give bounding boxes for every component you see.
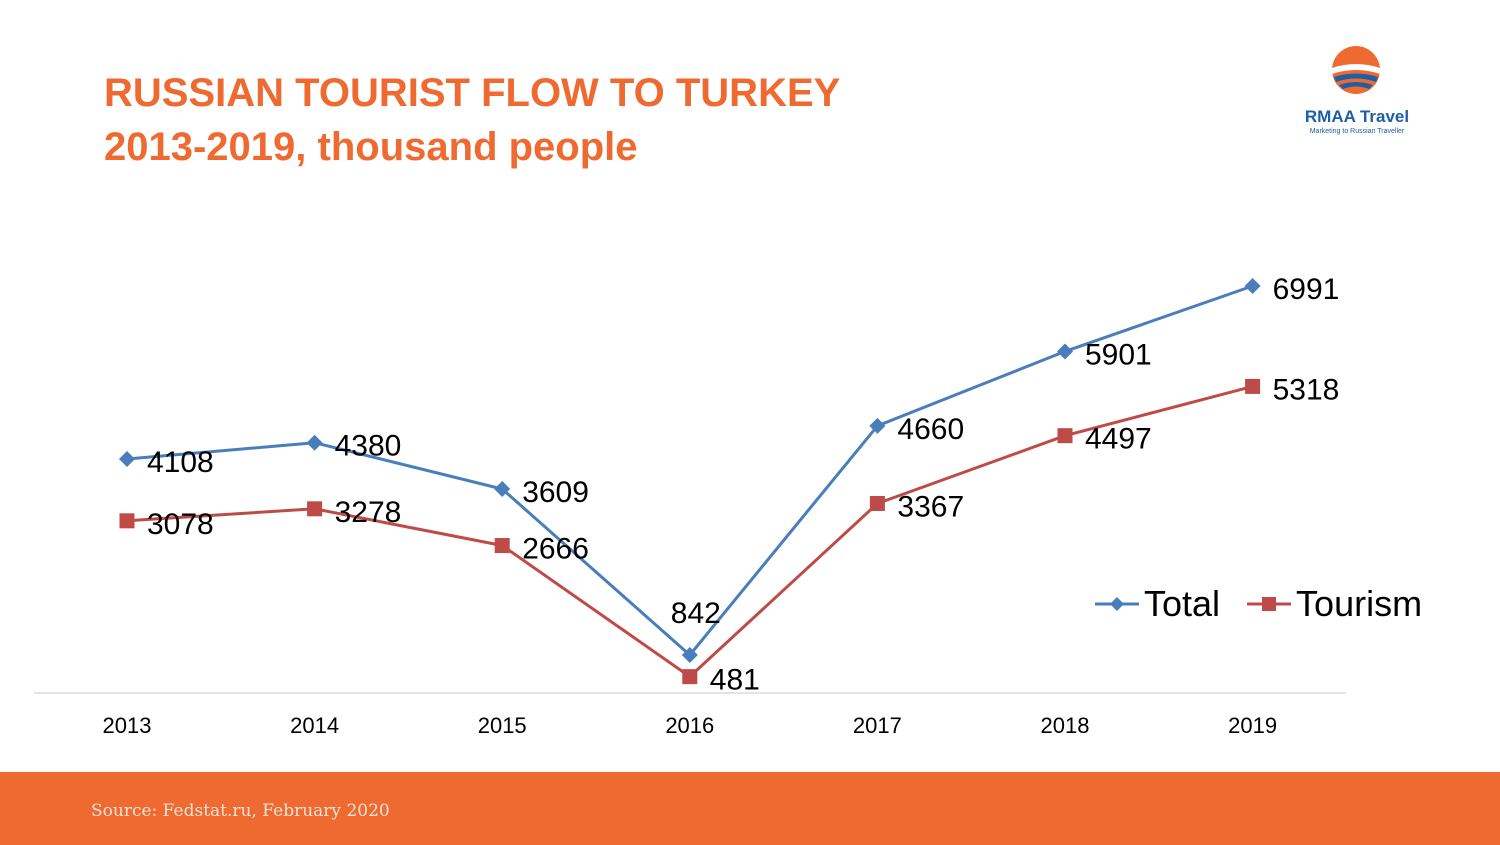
data-label-total-2015: 3609 <box>522 476 589 509</box>
data-label-tourism-2016: 481 <box>710 664 760 697</box>
legend-label-total: Total <box>1144 583 1221 624</box>
logo-name: RMAA Travel <box>1304 107 1410 126</box>
title-line-1: RUSSIAN TOURIST FLOW TO TURKEY <box>104 71 841 115</box>
chart-legend: Total Tourism <box>1094 582 1422 626</box>
data-label-total-2018: 5901 <box>1085 338 1152 371</box>
data-point-total-2018 <box>1057 343 1073 360</box>
source-note: Source: Fedstat.ru, February 2020 <box>91 801 390 821</box>
data-label-total-2019: 6991 <box>1273 273 1340 306</box>
logo-tagline: Marketing to Russian Traveller <box>1309 128 1405 135</box>
data-point-tourism-2014 <box>307 501 323 517</box>
data-point-tourism-2013 <box>119 513 135 529</box>
data-label-tourism-2018: 4497 <box>1085 423 1152 456</box>
data-point-total-2014 <box>306 434 323 451</box>
data-point-tourism-2016 <box>682 669 698 685</box>
title-line-2: 2013-2019, thousand people <box>104 125 638 169</box>
data-point-total-2015 <box>494 480 511 497</box>
diamond-marker-icon <box>1095 597 1139 611</box>
square-marker-icon <box>1247 597 1292 611</box>
data-point-tourism-2018 <box>1057 428 1073 444</box>
legend-item-total: Total <box>1094 583 1220 625</box>
data-point-tourism-2017 <box>869 495 885 511</box>
data-label-tourism-2014: 3278 <box>335 496 402 529</box>
x-tick-label-2016: 2016 <box>665 713 714 738</box>
data-label-total-2013: 4108 <box>147 446 214 479</box>
data-label-tourism-2017: 3367 <box>897 490 964 523</box>
series-line-tourism <box>126 384 1253 679</box>
footer-bar: Source: Fedstat.ru, February 2020 <box>0 772 1500 845</box>
data-label-total-2017: 4660 <box>897 413 964 446</box>
data-point-total-2019 <box>1244 278 1261 295</box>
data-point-tourism-2015 <box>494 538 510 554</box>
series-layer <box>119 278 1261 685</box>
company-logo: RMAA Travel Marketing to Russian Travell… <box>1292 44 1422 139</box>
x-tick-label-2018: 2018 <box>1041 713 1090 738</box>
legend-label-tourism: Tourism <box>1296 583 1423 624</box>
x-tick-label-2013: 2013 <box>103 713 152 738</box>
data-label-total-2014: 4380 <box>335 430 402 463</box>
data-label-tourism-2019: 5318 <box>1273 373 1340 406</box>
legend-item-tourism: Tourism <box>1246 583 1422 625</box>
globe-logo-icon <box>1332 46 1380 94</box>
data-point-tourism-2019 <box>1245 378 1261 394</box>
data-point-total-2013 <box>119 451 135 468</box>
x-tick-label-2017: 2017 <box>853 713 902 738</box>
x-axis-tick-labels: 2013 2014 2015 2016 2017 2018 2019 <box>103 713 1278 738</box>
data-labels: 4108 4380 3609 842 4660 5901 6991 3078 3278 2666 4… <box>147 273 1339 697</box>
data-point-total-2017 <box>869 417 886 434</box>
line-chart: 2013 2014 2015 2016 2017 2018 2019 4108 4380 360… <box>34 273 1346 738</box>
x-tick-label-2014: 2014 <box>290 713 339 738</box>
data-label-tourism-2015: 2666 <box>522 533 589 566</box>
data-label-tourism-2013: 3078 <box>147 508 214 541</box>
data-point-total-2016 <box>681 646 698 663</box>
page-title: RUSSIAN TOURIST FLOW TO TURKEY 2013-2019… <box>104 66 840 174</box>
data-label-total-2016: 842 <box>671 597 721 630</box>
x-tick-label-2015: 2015 <box>478 713 527 738</box>
x-tick-label-2019: 2019 <box>1228 713 1277 738</box>
